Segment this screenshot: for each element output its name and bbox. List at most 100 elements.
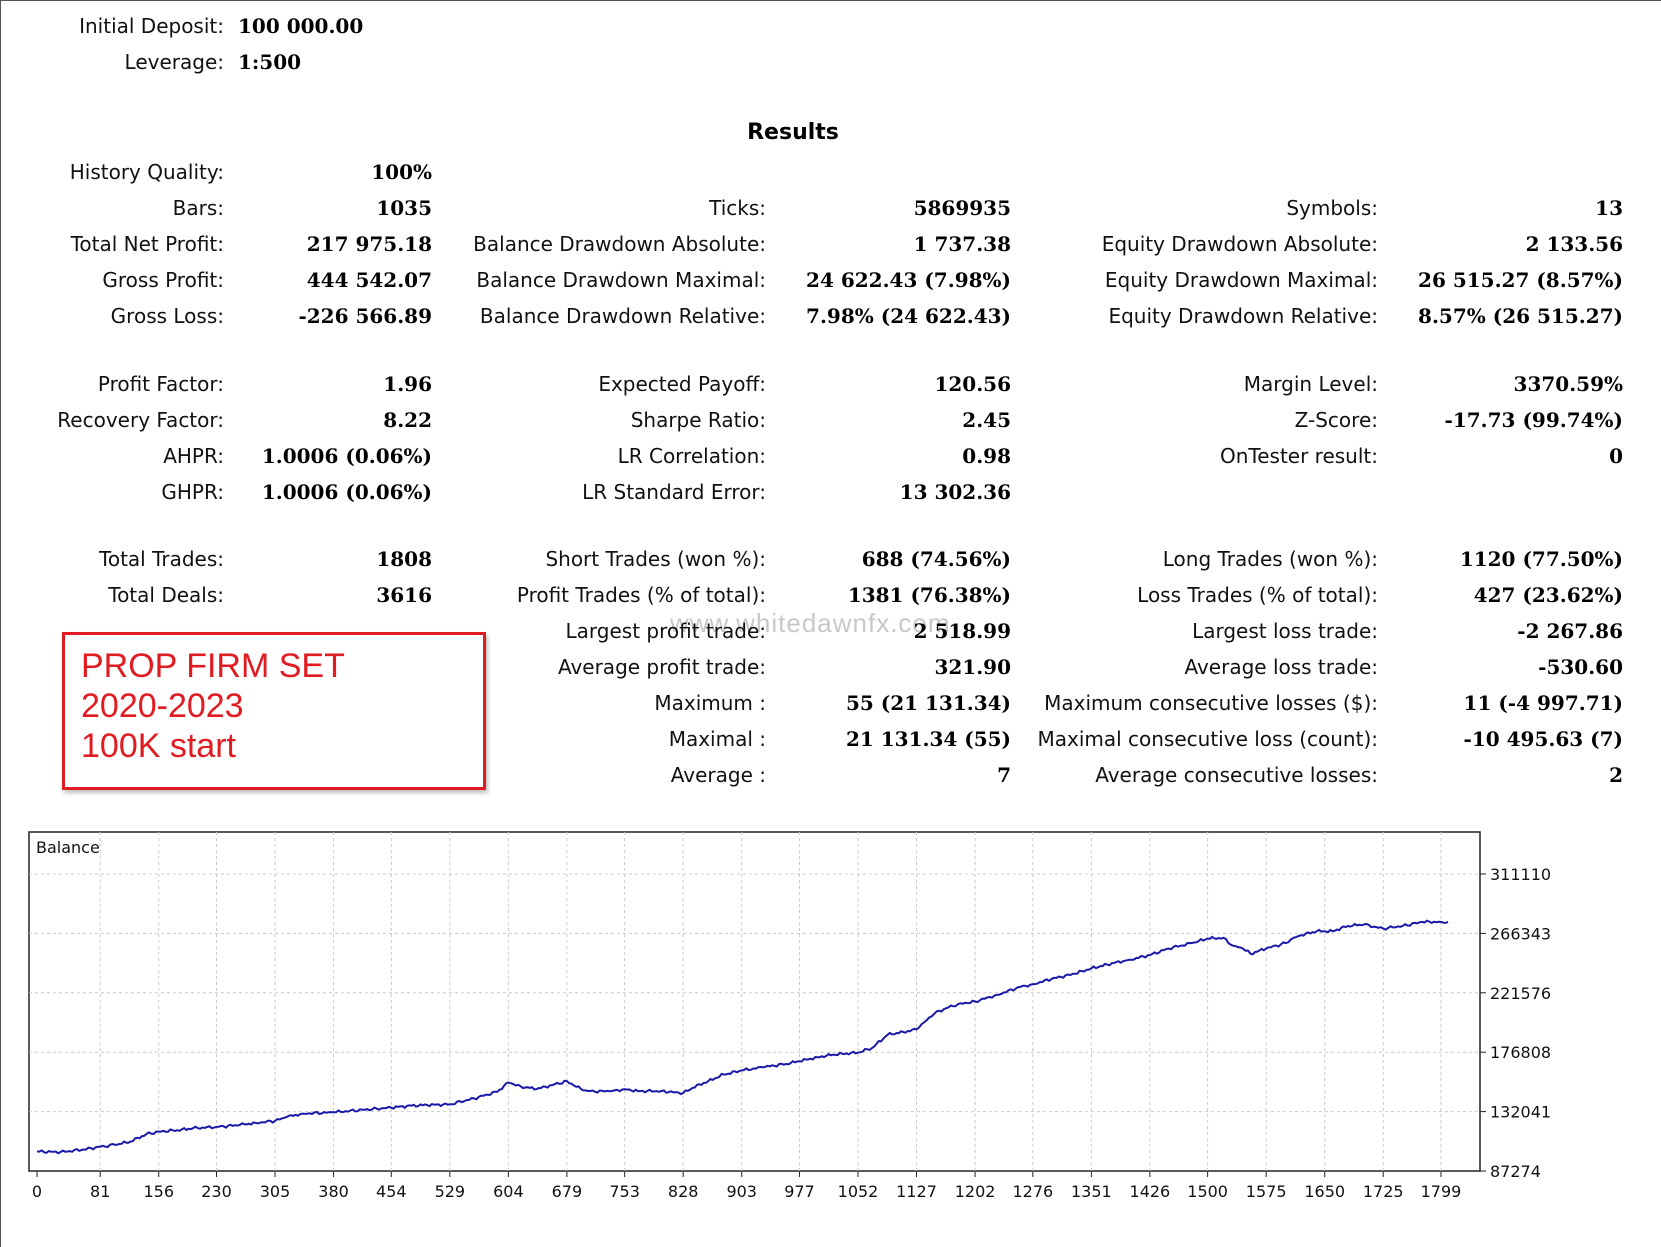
x-tick-label: 1575 — [1246, 1182, 1287, 1201]
y-tick-label: 221576 — [1490, 984, 1551, 1003]
initial-deposit-value: 100 000.00 — [238, 14, 364, 38]
recovery-factor-value: 8.22 — [383, 408, 432, 432]
results-title: Results — [747, 120, 839, 145]
sharpe-ratio-value: 2.45 — [962, 408, 1011, 432]
average-consecutive-wins-value: 7 — [997, 763, 1011, 787]
total-deals-value: 3616 — [376, 583, 432, 607]
sharpe-ratio-label: Sharpe Ratio: — [630, 408, 766, 432]
average-profit-trade-label: Average profit trade: — [557, 655, 766, 679]
balance-dd-relative-label: Balance Drawdown Relative: — [479, 304, 766, 328]
profit-factor-value: 1.96 — [383, 372, 432, 396]
lr-correlation-value: 0.98 — [962, 444, 1011, 468]
x-tick-label: 1426 — [1130, 1182, 1171, 1201]
ghpr-label: GHPR: — [161, 480, 224, 504]
equity-dd-maximal-label: Equity Drawdown Maximal: — [1104, 268, 1378, 292]
profit-factor-label: Profit Factor: — [97, 372, 224, 396]
x-tick-label: 1202 — [955, 1182, 996, 1201]
chart-plot-area — [28, 831, 1481, 1172]
largest-profit-trade-label: Largest profit trade: — [565, 619, 766, 643]
watermark-text: www.whitedawnfx.com — [670, 608, 951, 638]
x-tick-label: 977 — [784, 1182, 815, 1201]
gross-profit-label: Gross Profit: — [102, 268, 224, 292]
balance-dd-maximal-value: 24 622.43 (7.98%) — [806, 268, 1011, 292]
loss-trades-value: 427 (23.62%) — [1473, 583, 1623, 607]
gross-profit-value: 444 542.07 — [306, 268, 432, 292]
x-tick-label: 679 — [552, 1182, 583, 1201]
promo-line-3: 100K start — [81, 727, 236, 765]
equity-dd-absolute-label: Equity Drawdown Absolute: — [1101, 232, 1378, 256]
x-tick-label: 903 — [726, 1182, 757, 1201]
average-consecutive-losses-value: 2 — [1609, 763, 1623, 787]
expected-payoff-label: Expected Payoff: — [598, 372, 766, 396]
x-tick-label: 828 — [668, 1182, 699, 1201]
x-tick-label: 529 — [435, 1182, 466, 1201]
leverage-label: Leverage: — [124, 50, 224, 74]
average-loss-trade-label: Average loss trade: — [1184, 655, 1378, 679]
long-trades-label: Long Trades (won %): — [1162, 547, 1378, 571]
expected-payoff-value: 120.56 — [934, 372, 1011, 396]
ahpr-value: 1.0006 (0.06%) — [261, 444, 432, 468]
maximum-consecutive-losses-value: 11 (-4 997.71) — [1463, 691, 1623, 715]
z-score-label: Z-Score: — [1294, 408, 1378, 432]
ticks-value: 5869935 — [913, 196, 1011, 220]
largest-loss-trade-label: Largest loss trade: — [1192, 619, 1378, 643]
maximal-consecutive-loss-label: Maximal consecutive loss (count): — [1037, 727, 1378, 751]
promo-line-1: PROP FIRM SET — [81, 647, 345, 685]
ontester-result-label: OnTester result: — [1219, 444, 1378, 468]
x-tick-label: 604 — [493, 1182, 524, 1201]
x-tick-label: 753 — [609, 1182, 640, 1201]
equity-dd-relative-label: Equity Drawdown Relative: — [1108, 304, 1378, 328]
ontester-result-value: 0 — [1609, 444, 1623, 468]
short-trades-label: Short Trades (won %): — [545, 547, 766, 571]
lr-standard-error-label: LR Standard Error: — [582, 480, 766, 504]
margin-level-value: 3370.59% — [1513, 372, 1623, 396]
average-consecutive-wins-label: Average : — [670, 763, 766, 787]
initial-deposit-label: Initial Deposit: — [79, 14, 224, 38]
ghpr-value: 1.0006 (0.06%) — [261, 480, 432, 504]
x-tick-label: 1799 — [1421, 1182, 1462, 1201]
x-tick-label: 230 — [201, 1182, 232, 1201]
equity-dd-relative-value: 8.57% (26 515.27) — [1418, 304, 1623, 328]
recovery-factor-label: Recovery Factor: — [57, 408, 224, 432]
x-tick-label: 0 — [32, 1182, 42, 1201]
maximum-consecutive-losses-label: Maximum consecutive losses ($): — [1044, 691, 1378, 715]
symbols-label: Symbols: — [1286, 196, 1378, 220]
symbols-value: 13 — [1595, 196, 1623, 220]
y-tick-label: 132041 — [1490, 1103, 1551, 1122]
total-trades-value: 1808 — [376, 547, 432, 571]
bars-value: 1035 — [376, 196, 432, 220]
profit-trades-value: 1381 (76.38%) — [847, 583, 1011, 607]
ticks-label: Ticks: — [709, 196, 766, 220]
margin-level-label: Margin Level: — [1243, 372, 1378, 396]
total-trades-label: Total Trades: — [99, 547, 224, 571]
y-tick-label: 87274 — [1490, 1162, 1541, 1181]
average-profit-trade-value: 321.90 — [934, 655, 1011, 679]
total-deals-label: Total Deals: — [108, 583, 224, 607]
chart-title: Balance — [36, 838, 100, 857]
y-tick-label: 176808 — [1490, 1043, 1551, 1062]
promo-line-2: 2020-2023 — [81, 687, 244, 725]
x-tick-label: 1650 — [1304, 1182, 1345, 1201]
chart-x-labels: 0 81 156 230 305 380 454 529 604 679 753 828 903 977 1… — [32, 1182, 1461, 1201]
x-tick-label: 380 — [318, 1182, 349, 1201]
chart-grid — [29, 832, 1480, 1171]
x-tick-label: 1276 — [1012, 1182, 1053, 1201]
x-tick-label: 81 — [90, 1182, 110, 1201]
prop-firm-annotation-box: PROP FIRM SET 2020-2023 100K start — [62, 632, 486, 790]
average-loss-trade-value: -530.60 — [1538, 655, 1623, 679]
chart-y-ticks — [1480, 873, 1486, 1172]
largest-profit-trade-value: 2 518.99 — [913, 619, 1011, 643]
balance-dd-relative-value: 7.98% (24 622.43) — [806, 304, 1011, 328]
x-tick-label: 1351 — [1071, 1182, 1112, 1201]
frame-left-border — [0, 0, 1, 1247]
maximum-consecutive-wins-value: 55 (21 131.34) — [845, 691, 1011, 715]
lr-correlation-label: LR Correlation: — [617, 444, 766, 468]
y-tick-label: 266343 — [1490, 924, 1551, 943]
long-trades-value: 1120 (77.50%) — [1459, 547, 1623, 571]
total-net-profit-value: 217 975.18 — [306, 232, 432, 256]
x-tick-label: 1052 — [838, 1182, 879, 1201]
gross-loss-label: Gross Loss: — [110, 304, 224, 328]
equity-dd-maximal-value: 26 515.27 (8.57%) — [1418, 268, 1623, 292]
x-tick-label: 1127 — [896, 1182, 937, 1201]
loss-trades-label: Loss Trades (% of total): — [1137, 583, 1378, 607]
